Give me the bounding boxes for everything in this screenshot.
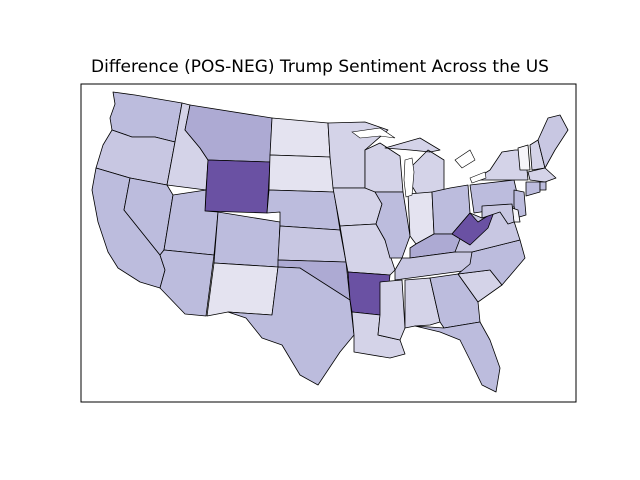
state-il xyxy=(374,191,411,259)
great-lakes xyxy=(351,127,487,198)
state-ks xyxy=(277,225,347,263)
state-ri xyxy=(539,181,547,191)
state-ct xyxy=(525,181,541,197)
state-md xyxy=(481,203,515,225)
state-ia xyxy=(332,187,383,227)
state-nd xyxy=(269,117,331,158)
state-ms xyxy=(377,279,406,341)
state-sd xyxy=(268,154,335,193)
state-nm xyxy=(206,262,279,317)
state-az xyxy=(159,249,215,317)
state-co xyxy=(213,211,281,268)
state-ma xyxy=(527,167,557,183)
state-wy xyxy=(204,159,271,214)
state-vt xyxy=(517,144,531,171)
state-fl xyxy=(414,321,501,393)
state-nc xyxy=(457,239,526,286)
map-title: Difference (POS-NEG) Trump Sentiment Acr… xyxy=(91,57,549,77)
